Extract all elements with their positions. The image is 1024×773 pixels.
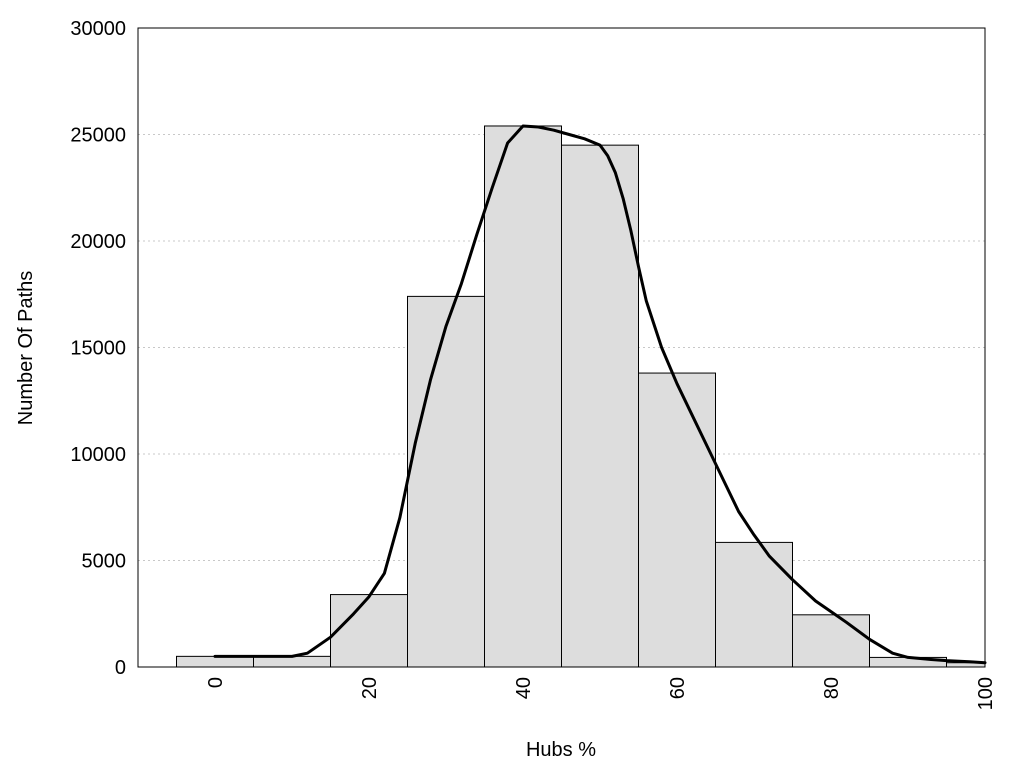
x-tick-label: 60 (667, 677, 689, 699)
y-tick-label: 20000 (70, 231, 126, 253)
x-axis-label: Hubs % (526, 739, 596, 761)
y-axis-ticks: 0 5000 10000 15000 20000 25000 30000 (70, 18, 126, 679)
histogram-bar (638, 372, 716, 668)
histogram-bar (561, 144, 639, 668)
histogram-bar (407, 295, 485, 668)
x-tick-label: 100 (975, 677, 997, 710)
y-tick-label: 10000 (70, 444, 126, 466)
y-tick-label: 15000 (70, 338, 126, 360)
y-tick-label: 30000 (70, 18, 126, 40)
histogram-bar (330, 594, 408, 668)
x-tick-label: 0 (205, 677, 227, 688)
histogram-bars (176, 125, 986, 668)
density-curve (213, 124, 987, 665)
histogram-bar (176, 655, 254, 668)
y-axis-label: Number Of Paths (15, 271, 37, 426)
histogram-bar (715, 541, 793, 668)
histogram-bar (792, 614, 870, 668)
grid-lines (138, 134, 985, 561)
y-tick-label: 25000 (70, 125, 126, 147)
x-tick-label: 20 (359, 677, 381, 699)
x-axis-ticks: 0 20 40 60 80 100 (205, 677, 997, 710)
histogram-bar (484, 125, 562, 668)
y-tick-label: 0 (115, 657, 126, 679)
x-tick-label: 40 (513, 677, 535, 699)
density-curve-line (213, 124, 987, 665)
x-tick-label: 80 (821, 677, 843, 699)
plot-frame (137, 27, 986, 668)
y-tick-label: 5000 (82, 551, 127, 573)
histogram-bar (253, 655, 331, 668)
